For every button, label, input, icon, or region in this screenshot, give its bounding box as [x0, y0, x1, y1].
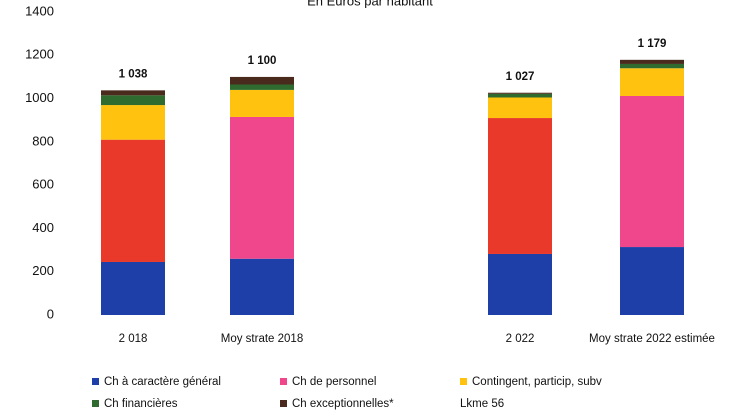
bar-segment: [101, 139, 165, 262]
chart-title: En Euros par habitant: [307, 0, 433, 8]
legend-label: Ch à caractère général: [104, 376, 221, 388]
bar-segment: [620, 68, 684, 96]
total-label: 1 027: [506, 71, 535, 83]
legend-label: Ch de personnel: [292, 376, 376, 388]
bar-segment: [488, 93, 552, 98]
bar-segment: [230, 84, 294, 90]
y-tick-label: 1400: [25, 3, 54, 18]
note: Lkme 56: [460, 398, 504, 410]
bar-segment: [620, 63, 684, 69]
legend-swatch: [92, 378, 99, 385]
bar-segment: [620, 247, 684, 315]
y-tick-label: 1200: [25, 47, 54, 62]
bar-segment: [230, 116, 294, 259]
legend-swatch: [460, 378, 467, 385]
x-tick-label: 2 018: [119, 333, 148, 345]
total-label: 1 038: [119, 68, 148, 80]
x-tick-label: Moy strate 2022 estimée: [589, 333, 715, 345]
y-tick-label: 600: [32, 177, 54, 192]
bar-segment: [101, 261, 165, 315]
bar-segment: [488, 97, 552, 119]
y-tick-label: 1000: [25, 90, 54, 105]
y-tick-label: 200: [32, 263, 54, 278]
legend-label: Ch financières: [104, 398, 178, 410]
legend-swatch: [280, 378, 287, 385]
x-tick-label: 2 022: [506, 333, 535, 345]
x-tick-label: Moy strate 2018: [221, 333, 303, 345]
total-label: 1 179: [638, 38, 667, 50]
bar-segment: [488, 253, 552, 315]
bar-segment: [101, 90, 165, 96]
bar-segment: [488, 92, 552, 94]
bar-segment: [101, 105, 165, 140]
bar-segment: [230, 258, 294, 315]
y-tick-label: 0: [47, 306, 54, 321]
y-tick-label: 800: [32, 133, 54, 148]
bar-segment: [620, 95, 684, 248]
bar-segment: [230, 89, 294, 117]
legend-swatch: [280, 400, 287, 407]
legend-label: Contingent, particip, subv: [472, 376, 602, 388]
bar-segment: [230, 76, 294, 85]
legend-label: Ch exceptionnelles*: [292, 398, 394, 410]
y-tick-label: 400: [32, 220, 54, 235]
total-label: 1 100: [248, 55, 277, 67]
legend-swatch: [92, 400, 99, 407]
bar-segment: [488, 118, 552, 254]
bar-segment: [620, 59, 684, 64]
bar-segment: [101, 95, 165, 106]
